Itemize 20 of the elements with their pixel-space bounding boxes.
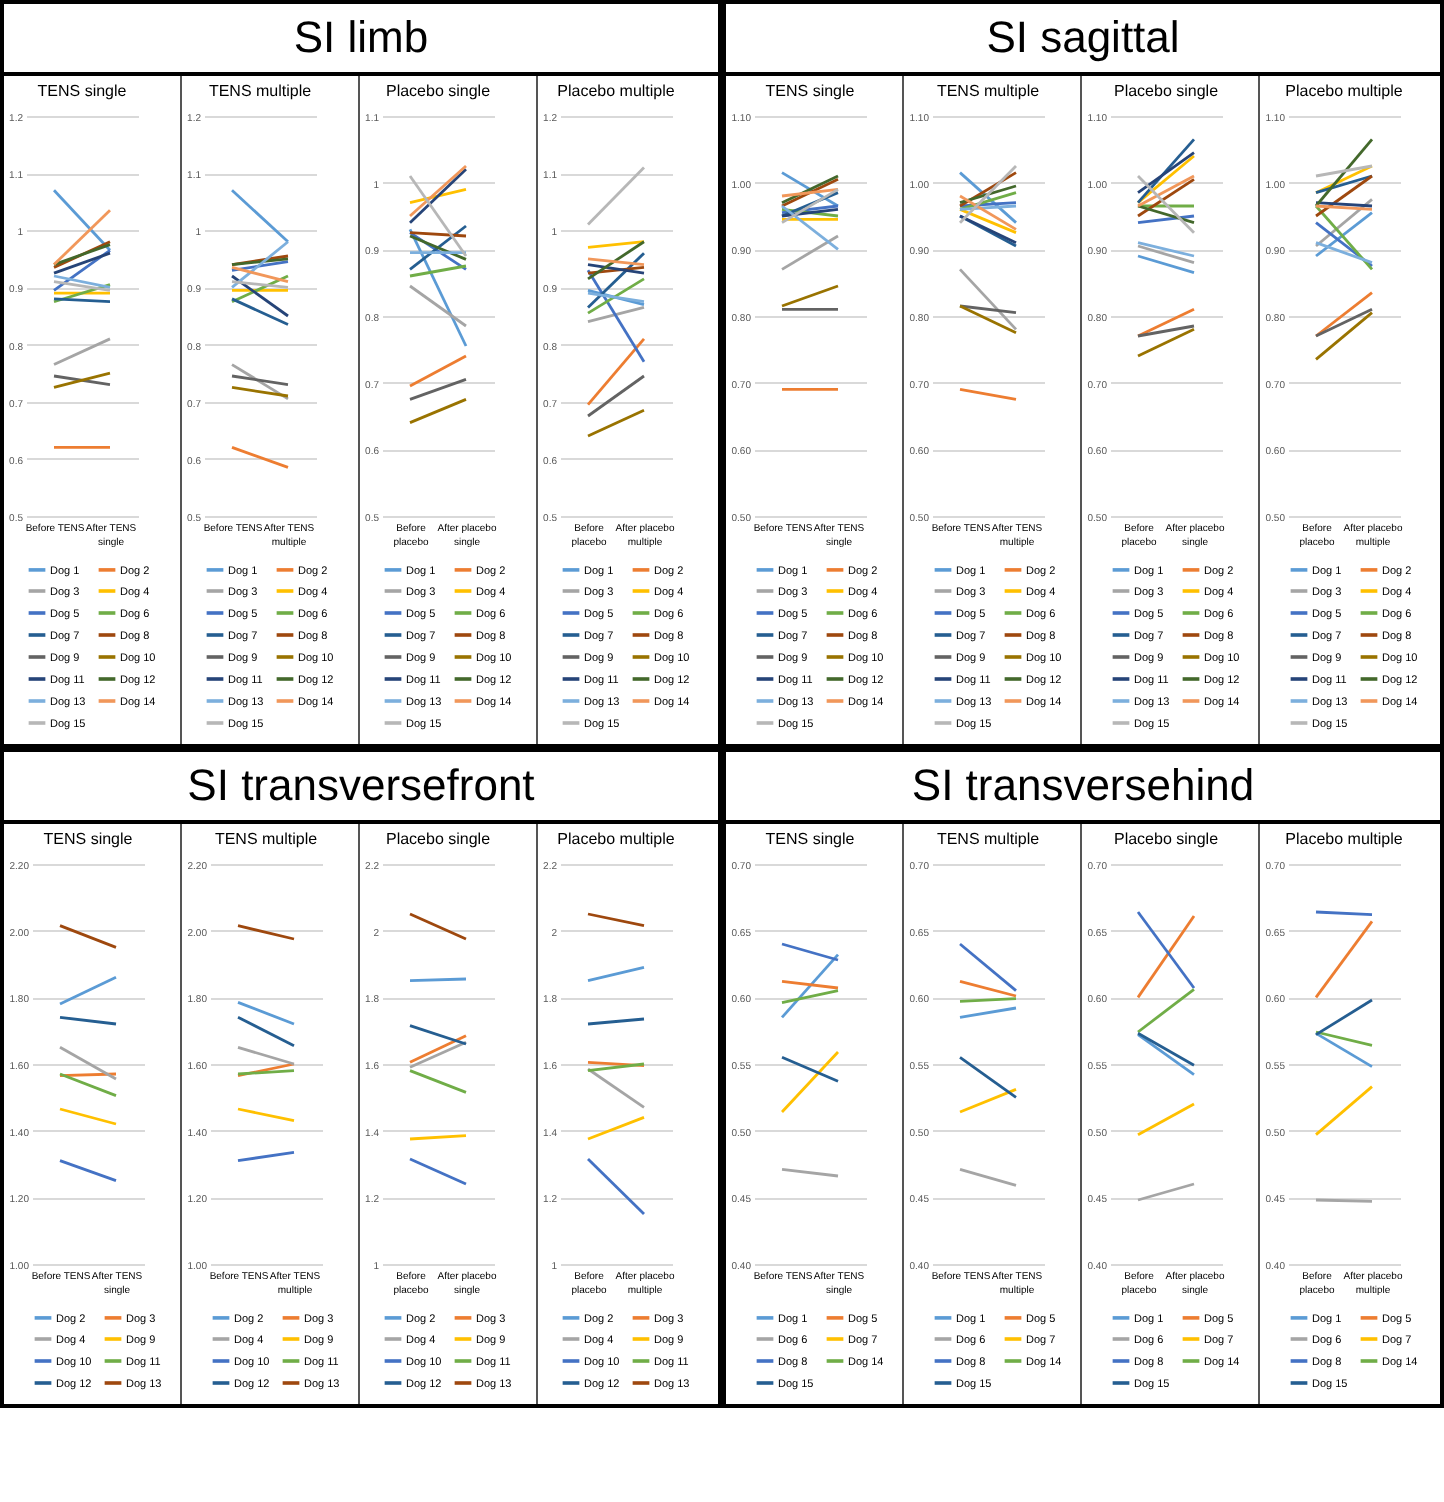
chart-subtitle: TENS single	[765, 830, 856, 848]
chart-subtitle: Placebo single	[1113, 830, 1220, 848]
chart-subtitle: Placebo single	[385, 830, 492, 848]
chart-subtitle: TENS multiple	[214, 830, 319, 848]
chart-subtitle: Placebo single	[385, 82, 492, 100]
chart-subtitle: Placebo multiple	[1285, 82, 1404, 100]
chart-subtitle: TENS multiple	[208, 82, 313, 100]
text: SI sagittal	[726, 4, 1440, 76]
chart-subtitle: TENS single	[765, 82, 856, 100]
chart-subtitle: Placebo multiple	[557, 82, 676, 100]
chart-subtitle: Placebo multiple	[557, 830, 676, 848]
text: SI transversehind	[726, 752, 1440, 824]
chart-subtitle: TENS multiple	[936, 830, 1041, 848]
chart-subtitle: Placebo single	[1113, 82, 1220, 100]
chart-subtitle: TENS single	[43, 830, 134, 848]
chart-subtitle: Placebo multiple	[1285, 830, 1404, 848]
text: SI limb	[4, 4, 718, 76]
text: SI transversefront	[4, 752, 718, 824]
chart-subtitle: TENS single	[37, 82, 128, 100]
chart-subtitle: TENS multiple	[936, 82, 1041, 100]
